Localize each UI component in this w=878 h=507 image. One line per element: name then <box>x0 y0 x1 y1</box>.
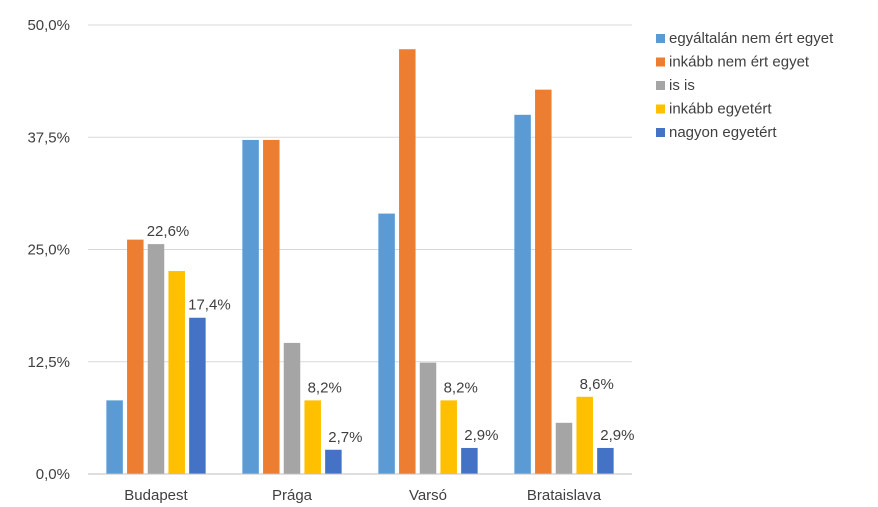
x-category-label: Budapest <box>124 487 188 504</box>
y-tick-label: 0,0% <box>36 466 70 483</box>
data-label: 2,7% <box>328 429 362 446</box>
legend-swatch <box>656 104 665 114</box>
bar <box>106 400 123 474</box>
data-label: 17,4% <box>188 297 231 314</box>
x-category-label: Brataislava <box>527 487 602 504</box>
bar <box>168 271 185 474</box>
y-tick-label: 37,5% <box>27 129 70 146</box>
legend-entry: inkább egyetért <box>669 101 772 118</box>
bar <box>440 400 457 474</box>
y-tick-label: 12,5% <box>27 354 70 371</box>
bar <box>419 362 437 474</box>
y-tick-label: 50,0% <box>27 17 70 34</box>
bar <box>399 49 416 474</box>
legend-swatch <box>656 34 665 43</box>
bar <box>283 342 301 474</box>
legend-swatch <box>656 57 665 67</box>
bar <box>514 114 531 475</box>
data-label: 8,2% <box>444 379 478 396</box>
bar <box>263 139 280 474</box>
bar <box>189 317 206 474</box>
bar <box>576 396 593 474</box>
bar <box>597 447 614 474</box>
bar <box>461 447 478 474</box>
legend-entry: egyáltalán nem ért egyet <box>669 30 834 47</box>
x-axis-categories: Budapest Prága Varsó Brataislava <box>124 487 601 504</box>
y-axis-ticks: 0,0% 12,5% 25,0% 37,5% 50,0% <box>27 17 70 483</box>
bar <box>147 244 165 474</box>
legend-entry: nagyon egyetért <box>669 124 777 141</box>
bar <box>535 89 552 474</box>
x-category-label: Prága <box>272 487 313 504</box>
legend-swatch <box>656 81 665 90</box>
bar <box>378 213 395 474</box>
data-labels: 22,6% 17,4% 8,2% 2,7% 8,2% 2,9% 8,6% 2,9% <box>147 223 635 446</box>
data-label: 8,6% <box>580 376 614 393</box>
bar <box>304 400 321 474</box>
bar <box>325 449 342 474</box>
data-label: 8,2% <box>308 379 342 396</box>
data-label: 2,9% <box>464 427 498 444</box>
y-tick-label: 25,0% <box>27 242 70 259</box>
legend-entry: is is <box>669 77 695 94</box>
bar <box>555 422 573 474</box>
legend-swatch <box>656 128 665 137</box>
x-category-label: Varsó <box>409 487 447 504</box>
bar <box>127 239 144 474</box>
bar <box>242 139 259 474</box>
legend-entry: inkább nem ért egyet <box>669 54 810 71</box>
legend: egyáltalán nem ért egyet inkább nem ért e… <box>656 30 834 141</box>
data-label: 22,6% <box>147 223 190 240</box>
bars <box>106 49 614 475</box>
data-label: 2,9% <box>600 427 634 444</box>
